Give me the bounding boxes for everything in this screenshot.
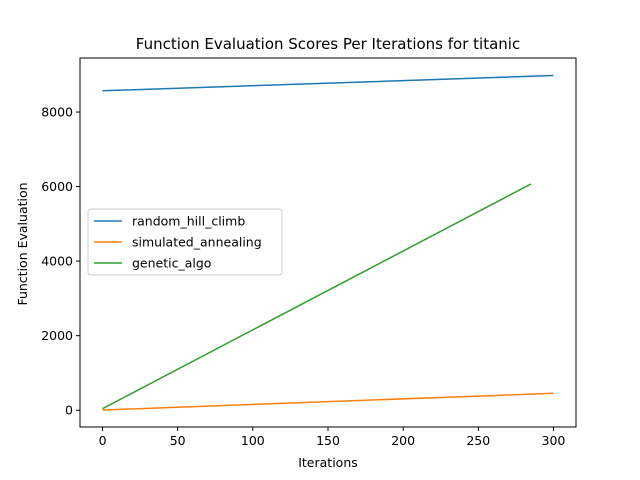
x-tick-label: 300 <box>542 433 566 448</box>
y-tick-label: 0 <box>65 403 73 418</box>
y-tick-label: 6000 <box>41 179 73 194</box>
x-axis-label: Iterations <box>298 455 358 470</box>
series-line-random-hill-climb <box>102 74 554 92</box>
x-tick-label: 50 <box>170 433 186 448</box>
series-line-genetic-algo <box>102 183 532 410</box>
legend-entry: simulated_annealing <box>132 235 262 250</box>
x-tick-label: 0 <box>99 433 107 448</box>
x-tick-label: 150 <box>316 433 340 448</box>
chart-title: Function Evaluation Scores Per Iteration… <box>136 35 520 53</box>
legend-box <box>87 208 283 276</box>
y-tick-label: 2000 <box>41 328 73 343</box>
legend-entry: random_hill_climb <box>132 214 245 229</box>
x-tick-label: 250 <box>466 433 490 448</box>
plot-lines <box>102 74 554 411</box>
series-line-simulated-annealing <box>102 392 554 411</box>
y-tick-label: 8000 <box>41 105 73 120</box>
legend: random_hill_climb simulated_annealinggene… <box>87 208 283 276</box>
y-axis: 0 2000 4000 6000 8000 <box>41 105 80 418</box>
x-tick-label: 200 <box>391 433 415 448</box>
y-axis-label: Function Evaluation <box>15 182 30 305</box>
y-tick-label: 4000 <box>41 254 73 269</box>
x-axis: 0 50 100 150 200 250 300 <box>99 427 566 448</box>
legend-entry: genetic_algo <box>132 256 211 271</box>
x-tick-label: 100 <box>241 433 265 448</box>
